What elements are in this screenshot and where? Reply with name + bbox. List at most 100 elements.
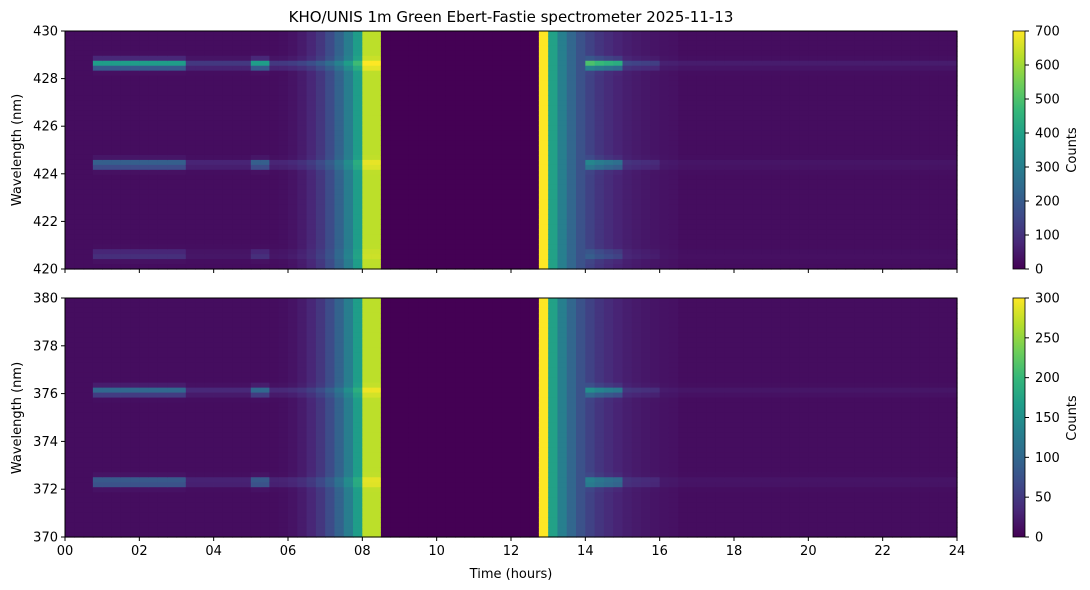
top-heatmap-cell [222, 140, 233, 146]
top-heatmap-cell [659, 50, 670, 57]
top-heatmap-cell [715, 194, 726, 201]
top-heatmap-cell [176, 189, 187, 196]
top-heatmap-cell [222, 244, 233, 250]
top-heatmap-cell [659, 219, 670, 225]
top-heatmap-cell [752, 90, 763, 97]
top-heatmap-cell [641, 130, 651, 136]
top-heatmap-cell [130, 90, 140, 97]
top-heatmap-cell [826, 224, 837, 230]
top-heatmap-cell [743, 35, 754, 42]
top-heatmap-cell [353, 150, 363, 156]
top-heatmap-cell [371, 75, 382, 82]
top-heatmap-cell [362, 209, 373, 216]
top-heatmap-cell [195, 110, 205, 116]
top-heatmap-cell [631, 40, 642, 47]
top-heatmap-cell [789, 204, 800, 211]
top-heatmap-cell [687, 194, 698, 201]
top-heatmap-cell [864, 194, 874, 201]
top-heatmap-cell [185, 60, 196, 67]
top-heatmap-cell [696, 244, 707, 250]
top-heatmap-cell [455, 159, 466, 166]
top-heatmap-cell [576, 179, 586, 186]
top-heatmap-cell [427, 159, 438, 166]
top-heatmap-cell [260, 234, 271, 240]
bottom-heatmap-cell [120, 317, 131, 324]
top-heatmap-cell [836, 135, 847, 141]
top-heatmap-cell [111, 65, 122, 72]
top-heatmap-cell [715, 75, 726, 82]
top-heatmap-cell [111, 179, 122, 186]
top-heatmap-cell [315, 60, 326, 67]
top-heatmap-cell [511, 234, 521, 240]
top-heatmap-cell [706, 209, 717, 216]
bottom-heatmap-cell [74, 422, 85, 429]
top-heatmap-cell [706, 110, 717, 116]
top-heatmap-cell [343, 194, 354, 201]
top-heatmap-cell [148, 130, 159, 136]
top-heatmap-cell [111, 264, 122, 270]
top-heatmap-cell [65, 35, 75, 42]
top-heatmap-cell [919, 35, 930, 42]
top-heatmap-cell [111, 145, 122, 151]
top-heatmap-cell [306, 204, 317, 211]
top-heatmap-cell [854, 90, 865, 97]
top-heatmap-cell [176, 259, 187, 265]
top-heatmap-cell [752, 249, 763, 255]
top-heatmap-cell [910, 70, 921, 77]
top-heatmap-cell [222, 199, 233, 206]
top-heatmap-cell [529, 70, 540, 77]
top-heatmap-cell [873, 214, 884, 221]
top-heatmap-cell [130, 145, 140, 151]
top-heatmap-cell [92, 100, 103, 106]
bottom-heatmap-cell [102, 302, 113, 309]
top-heatmap-cell [390, 125, 401, 131]
top-heatmap-cell [343, 259, 354, 265]
top-heatmap-cell [576, 70, 586, 77]
top-heatmap-cell [529, 174, 540, 181]
top-heatmap-cell [938, 189, 949, 196]
top-heatmap-cell [901, 60, 912, 67]
top-heatmap-cell [938, 229, 949, 235]
top-heatmap-cell [120, 239, 131, 245]
top-heatmap-cell [706, 45, 717, 52]
top-heatmap-cell [845, 31, 856, 37]
top-heatmap-cell [473, 259, 484, 265]
top-heatmap-cell [176, 35, 187, 42]
top-heatmap-cell [250, 135, 261, 141]
top-heatmap-cell [603, 264, 614, 270]
top-heatmap-cell [408, 204, 419, 211]
top-heatmap-cell [473, 244, 484, 250]
top-heatmap-cell [715, 169, 726, 176]
top-heatmap-cell [594, 65, 605, 72]
top-heatmap-cell [436, 264, 447, 270]
top-heatmap-cell [761, 145, 772, 151]
top-heatmap-cell [269, 249, 280, 255]
top-heatmap-cell [808, 199, 819, 206]
top-heatmap-cell [511, 194, 521, 201]
bottom-heatmap-cell [120, 307, 131, 314]
top-heatmap-cell [408, 105, 419, 111]
top-heatmap-cell [557, 194, 568, 201]
top-heatmap-cell [371, 159, 382, 166]
top-heatmap-cell [483, 40, 494, 47]
top-heatmap-cell [492, 199, 503, 206]
top-heatmap-cell [901, 45, 912, 52]
top-heatmap-cell [204, 204, 215, 211]
top-heatmap-cell [102, 60, 113, 67]
top-heatmap-cell [631, 130, 642, 136]
top-heatmap-cell [910, 169, 921, 176]
top-heatmap-cell [297, 40, 308, 47]
bottom-heatmap-cell [74, 447, 85, 453]
top-heatmap-cell [873, 125, 884, 131]
top-heatmap-cell [576, 100, 586, 106]
top-heatmap-cell [641, 105, 651, 111]
top-heatmap-cell [195, 254, 205, 260]
top-heatmap-cell [74, 194, 85, 201]
top-heatmap-cell [427, 189, 438, 196]
top-heatmap-cell [250, 264, 261, 270]
top-heatmap-cell [511, 179, 521, 186]
bottom-heatmap-cell [102, 377, 113, 384]
top-heatmap-cell [139, 254, 150, 260]
top-heatmap-cell [585, 164, 596, 171]
top-heatmap-cell [390, 244, 401, 250]
